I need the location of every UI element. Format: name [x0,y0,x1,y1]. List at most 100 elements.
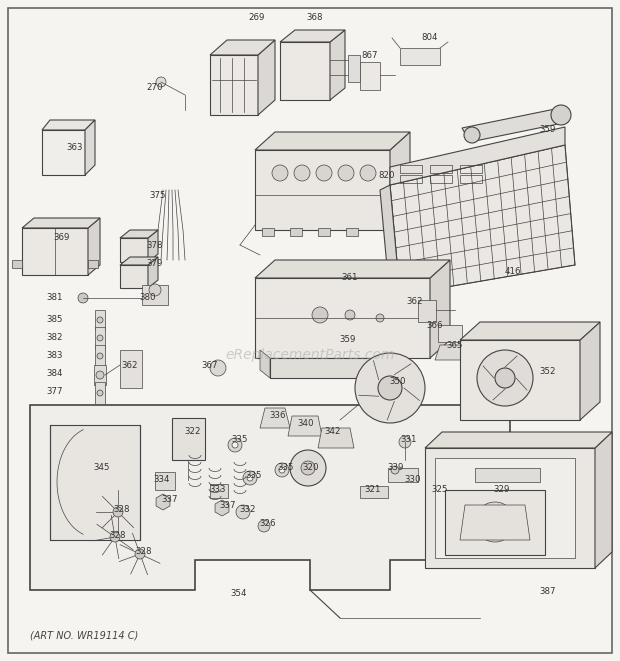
Text: (ART NO. WR19114 C): (ART NO. WR19114 C) [30,630,138,640]
Circle shape [272,165,288,181]
Text: 335: 335 [232,436,248,444]
Bar [290,228,302,236]
Circle shape [290,450,326,486]
Bar [430,165,452,173]
Text: 339: 339 [388,463,404,473]
Polygon shape [475,468,540,482]
Polygon shape [255,278,430,358]
Text: 384: 384 [46,369,63,379]
Bar [400,165,422,173]
Polygon shape [580,322,600,420]
Polygon shape [280,30,345,42]
Polygon shape [425,432,612,448]
Text: 325: 325 [432,485,448,494]
Text: 354: 354 [231,590,247,598]
Text: 335: 335 [278,463,294,473]
Bar [95,382,105,404]
Polygon shape [360,486,388,498]
Text: 337: 337 [219,502,236,510]
Text: 867: 867 [361,50,378,59]
Polygon shape [42,120,95,130]
Polygon shape [430,260,450,358]
Text: 362: 362 [122,360,138,369]
Polygon shape [462,108,568,142]
Text: 375: 375 [150,190,166,200]
Text: 331: 331 [401,436,417,444]
Text: 326: 326 [260,520,277,529]
Polygon shape [155,472,175,490]
Polygon shape [460,340,580,420]
Circle shape [355,353,425,423]
Bar [460,165,482,173]
Text: 362: 362 [407,297,423,307]
Polygon shape [120,238,148,262]
Polygon shape [435,345,465,360]
Text: 322: 322 [185,428,202,436]
Polygon shape [425,448,595,568]
Text: 328: 328 [136,547,153,557]
Polygon shape [460,505,530,540]
Circle shape [423,308,439,324]
Polygon shape [400,48,440,65]
Circle shape [360,165,376,181]
Polygon shape [88,260,98,268]
Text: 340: 340 [298,420,314,428]
Circle shape [399,436,411,448]
Circle shape [312,307,328,323]
Polygon shape [22,218,100,228]
Circle shape [97,353,103,359]
Text: 378: 378 [147,241,163,249]
Text: 379: 379 [147,258,163,268]
Circle shape [477,350,533,406]
Bar [94,365,106,385]
Text: 333: 333 [210,485,226,494]
Text: 328: 328 [110,531,126,539]
Text: 320: 320 [303,463,319,473]
Polygon shape [156,494,170,510]
Polygon shape [360,62,380,90]
Circle shape [338,165,354,181]
Circle shape [156,77,166,87]
Text: 342: 342 [325,428,341,436]
Bar [95,327,105,349]
Circle shape [135,549,145,559]
Text: 361: 361 [342,274,358,282]
Polygon shape [88,218,100,275]
Polygon shape [595,432,612,568]
Polygon shape [148,230,158,262]
Text: 363: 363 [67,143,83,153]
Circle shape [232,442,238,448]
Circle shape [301,461,315,475]
Bar [346,228,358,236]
Polygon shape [30,405,510,590]
Polygon shape [210,40,275,55]
Circle shape [391,466,399,474]
Bar [262,228,274,236]
Text: 367: 367 [202,360,218,369]
Text: 345: 345 [94,463,110,473]
Circle shape [243,471,257,485]
Polygon shape [460,322,600,340]
Text: 416: 416 [505,268,521,276]
Text: 387: 387 [540,588,556,596]
Bar [95,345,105,367]
Circle shape [97,390,103,396]
Circle shape [258,520,270,532]
Text: 368: 368 [307,13,323,22]
Polygon shape [318,428,354,448]
Circle shape [247,475,253,481]
Text: 359: 359 [540,126,556,134]
Polygon shape [50,425,140,540]
Bar [430,175,452,183]
Circle shape [228,438,242,452]
Circle shape [275,463,289,477]
Circle shape [495,368,515,388]
Polygon shape [255,132,410,150]
Circle shape [236,505,250,519]
Polygon shape [12,260,22,268]
Polygon shape [215,500,229,516]
Polygon shape [255,260,450,278]
Text: 332: 332 [240,506,256,514]
Polygon shape [445,490,545,555]
Bar [460,175,482,183]
